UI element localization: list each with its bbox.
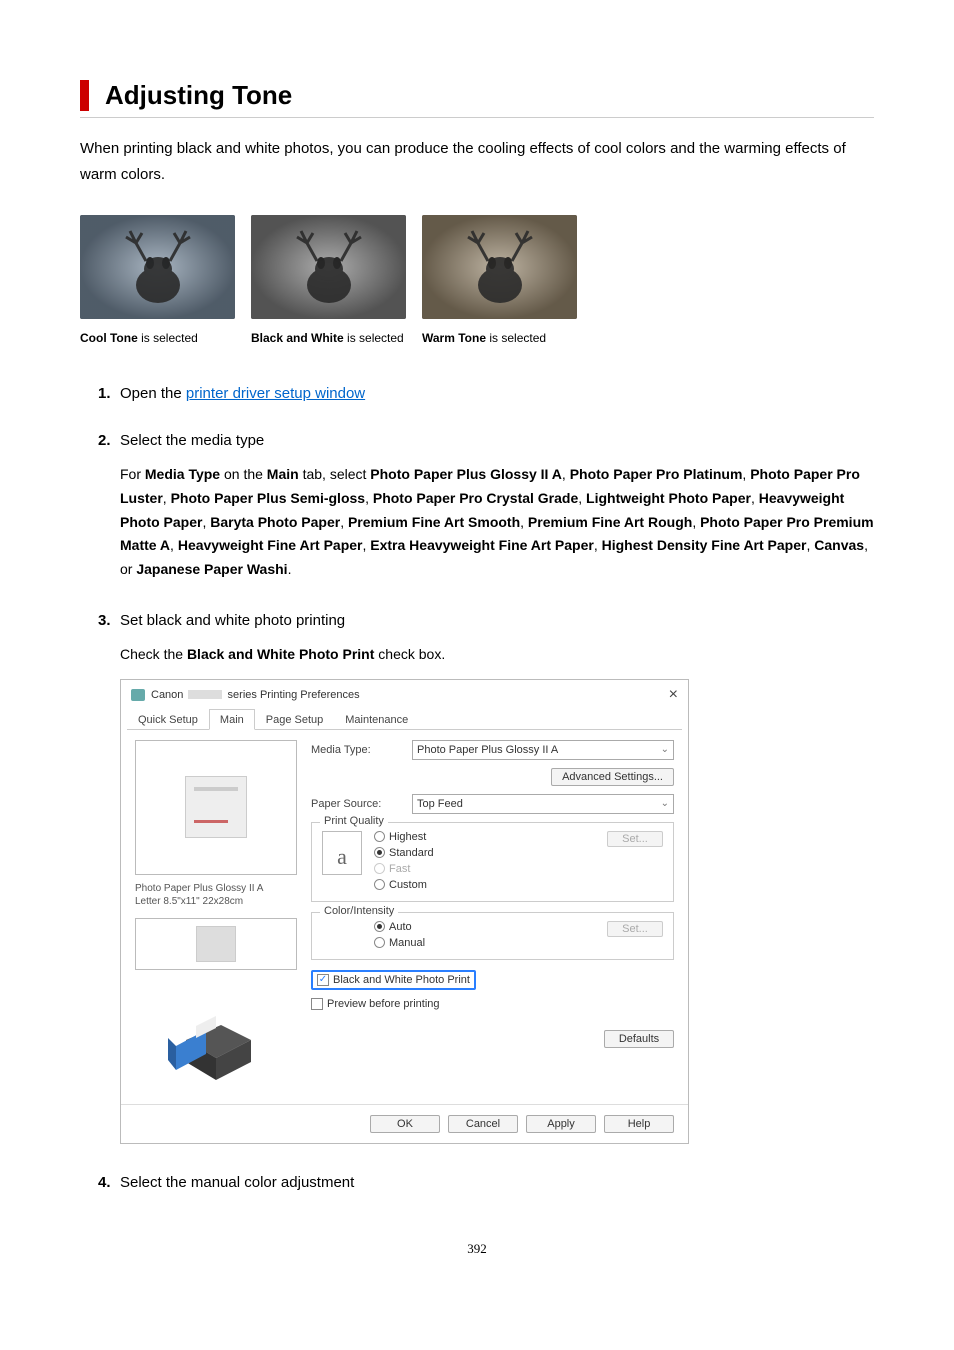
quality-highest[interactable]: Highest bbox=[374, 831, 581, 843]
sample-bw bbox=[251, 215, 406, 319]
caption-row: Cool Tone is selected Black and White is… bbox=[80, 331, 874, 345]
media-type-select[interactable]: Photo Paper Plus Glossy II A⌄ bbox=[412, 740, 674, 760]
quality-custom[interactable]: Custom bbox=[374, 879, 581, 891]
close-icon[interactable]: × bbox=[669, 686, 678, 704]
tab-quick-setup[interactable]: Quick Setup bbox=[127, 709, 209, 730]
caption-cool: Cool Tone is selected bbox=[80, 331, 235, 345]
color-intensity-legend: Color/Intensity bbox=[320, 905, 398, 917]
print-quality-fieldset: Print Quality a Highest Standard Fast Cu… bbox=[311, 822, 674, 902]
printer-driver-link[interactable]: printer driver setup window bbox=[186, 385, 365, 402]
chevron-down-icon: ⌄ bbox=[661, 798, 669, 809]
tab-maintenance[interactable]: Maintenance bbox=[334, 709, 419, 730]
bw-photo-print-checkbox[interactable]: Black and White Photo Print bbox=[311, 970, 476, 990]
step-4-head: Select the manual color adjustment bbox=[120, 1174, 874, 1191]
title-underline bbox=[80, 117, 874, 118]
quality-icon: a bbox=[322, 831, 362, 875]
color-manual[interactable]: Manual bbox=[374, 937, 581, 949]
printer-icon bbox=[131, 689, 145, 701]
quality-standard[interactable]: Standard bbox=[374, 847, 581, 859]
color-set-button: Set... bbox=[607, 921, 663, 937]
apply-button[interactable]: Apply bbox=[526, 1115, 596, 1133]
page-preview bbox=[135, 740, 297, 875]
step-2: Select the media type For Media Type on … bbox=[98, 432, 874, 582]
dialog-title: Canon series Printing Preferences bbox=[151, 689, 360, 701]
step-1: Open the printer driver setup window bbox=[98, 385, 874, 402]
step-3-head: Set black and white photo printing bbox=[120, 612, 874, 629]
color-auto[interactable]: Auto bbox=[374, 921, 581, 933]
step-3-body: Check the Black and White Photo Print ch… bbox=[120, 643, 874, 667]
help-button[interactable]: Help bbox=[604, 1115, 674, 1133]
preview-before-printing-checkbox[interactable]: Preview before printing bbox=[311, 998, 674, 1010]
media-type-label: Media Type: bbox=[311, 744, 406, 756]
caption-bw: Black and White is selected bbox=[251, 331, 406, 345]
quality-fast: Fast bbox=[374, 863, 581, 875]
step-2-head: Select the media type bbox=[120, 432, 874, 449]
step-3: Set black and white photo printing Check… bbox=[98, 612, 874, 1144]
paper-source-label: Paper Source: bbox=[311, 798, 406, 810]
tab-main[interactable]: Main bbox=[209, 709, 255, 730]
page-title: Adjusting Tone bbox=[80, 80, 874, 111]
dialog-titlebar: Canon series Printing Preferences × bbox=[121, 680, 688, 708]
defaults-button[interactable]: Defaults bbox=[604, 1030, 674, 1048]
dialog-footer: OK Cancel Apply Help bbox=[121, 1104, 688, 1143]
ok-button[interactable]: OK bbox=[370, 1115, 440, 1133]
chevron-down-icon: ⌄ bbox=[661, 744, 669, 755]
paper-info: Photo Paper Plus Glossy II A Letter 8.5"… bbox=[135, 882, 297, 908]
caption-warm: Warm Tone is selected bbox=[422, 331, 577, 345]
tabs: Quick SetupMainPage SetupMaintenance bbox=[127, 708, 682, 730]
sample-images bbox=[80, 215, 874, 319]
advanced-settings-button[interactable]: Advanced Settings... bbox=[551, 768, 674, 786]
sample-cool bbox=[80, 215, 235, 319]
sample-warm bbox=[422, 215, 577, 319]
tab-page-setup[interactable]: Page Setup bbox=[255, 709, 335, 730]
color-intensity-fieldset: Color/Intensity Auto Manual Set... bbox=[311, 912, 674, 960]
bw-preview bbox=[135, 918, 297, 970]
step-4: Select the manual color adjustment bbox=[98, 1174, 874, 1191]
printer-3d-icon bbox=[161, 990, 271, 1090]
print-quality-legend: Print Quality bbox=[320, 815, 388, 827]
step-1-head: Open the printer driver setup window bbox=[120, 385, 874, 402]
intro-text: When printing black and white photos, yo… bbox=[80, 136, 874, 187]
step-2-body: For Media Type on the Main tab, select P… bbox=[120, 463, 874, 582]
print-preferences-dialog: Canon series Printing Preferences × Quic… bbox=[120, 679, 689, 1144]
paper-source-select[interactable]: Top Feed⌄ bbox=[412, 794, 674, 814]
quality-set-button: Set... bbox=[607, 831, 663, 847]
page-number: 392 bbox=[80, 1241, 874, 1257]
cancel-button[interactable]: Cancel bbox=[448, 1115, 518, 1133]
